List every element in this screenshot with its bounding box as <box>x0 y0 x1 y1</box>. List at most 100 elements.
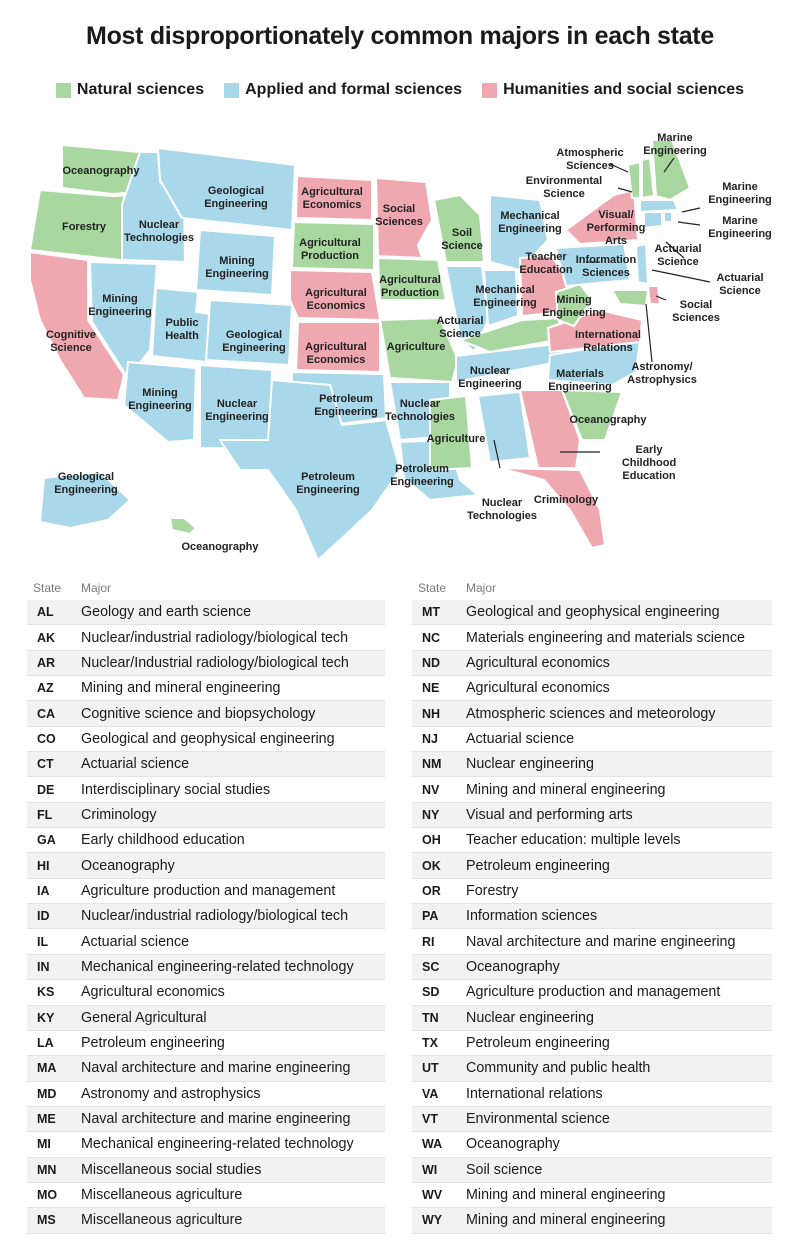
state-label-al: Nuclear Technologies <box>467 497 537 522</box>
state-code: NY <box>422 807 440 822</box>
state-shapes <box>28 139 692 562</box>
state-label-me: Marine Engineering <box>643 132 707 157</box>
state-code: UT <box>422 1061 439 1076</box>
table-row: MN Miscellaneous social studies <box>27 1157 385 1183</box>
state-header: State <box>33 581 62 595</box>
leader-line <box>655 295 667 301</box>
leader-line <box>609 163 629 173</box>
state-label-wv: Mining Engineering <box>542 294 606 319</box>
state-mt-shape <box>156 146 297 232</box>
state-code: DE <box>37 782 55 797</box>
major-name: Criminology <box>81 806 157 823</box>
table-row: OK Petroleum engineering <box>412 853 772 879</box>
state-label-sd: Agricultural Production <box>299 237 361 262</box>
state-in-shape <box>482 269 520 328</box>
major-name: Agriculture production and management <box>466 984 721 1001</box>
major-name: Oceanography <box>466 1136 560 1153</box>
table-row: PA Information sciences <box>412 904 772 930</box>
state-sc-shape <box>560 388 624 441</box>
state-me-shape <box>650 139 692 202</box>
major-name: Interdisciplinary social studies <box>81 781 271 798</box>
major-name: Petroleum engineering <box>466 857 610 874</box>
state-code: MS <box>37 1213 56 1228</box>
table-row: FL Criminology <box>27 802 385 829</box>
table-row: ND Agricultural economics <box>412 650 772 677</box>
table-row: LA Petroleum engineering <box>27 1031 385 1057</box>
state-code: KY <box>37 1010 55 1025</box>
state-label-wy: Mining Engineering <box>205 255 269 280</box>
state-label-ne: Agricultural Economics <box>305 287 367 312</box>
major-name: Atmospheric sciences and meteorology <box>466 705 716 722</box>
state-label-ia: Agricultural Production <box>379 274 441 299</box>
major-name: Mining and mineral engineering <box>81 680 281 697</box>
legend-swatch-humanities <box>482 82 498 98</box>
state-code: NH <box>422 706 441 721</box>
state-ne-shape <box>289 268 382 322</box>
state-code: MT <box>422 605 441 620</box>
state-code: WV <box>422 1188 443 1203</box>
state-label-fl: Criminology <box>534 494 599 506</box>
state-code: CO <box>37 731 56 746</box>
state-label-ga: Early Childhood Education <box>622 444 676 482</box>
state-code: OH <box>422 833 441 848</box>
table-left: State Major AL Geology and earth science A… <box>27 576 385 1234</box>
state-labels: Oceanography Forestry Nuclear Technologies G… <box>46 132 772 553</box>
major-name: Environmental science <box>466 1111 610 1128</box>
state-ca-shape <box>29 250 126 402</box>
leader-line <box>651 269 711 283</box>
major-name: Mining and mineral engineering <box>466 1212 666 1229</box>
major-name: Oceanography <box>81 857 175 874</box>
state-code: HI <box>37 858 50 873</box>
table-row: CT Actuarial science <box>27 752 385 778</box>
table-row: MO Miscellaneous agriculture <box>27 1183 385 1209</box>
major-name: Actuarial science <box>466 730 575 747</box>
table-row: NM Nuclear engineering <box>412 752 772 778</box>
table-row: IL Actuarial science <box>27 929 385 955</box>
state-code: CT <box>37 757 54 772</box>
major-name: Visual and performing arts <box>466 806 633 823</box>
state-label-ri: Marine Engineering <box>708 215 772 240</box>
state-label-mt: Geological Engineering <box>204 185 268 210</box>
state-code: FL <box>37 807 53 822</box>
major-name: General Agricultural <box>81 1009 207 1026</box>
table-row: IN Mechanical engineering-related technol… <box>27 954 385 981</box>
state-code: WI <box>422 1162 438 1177</box>
major-name: Geological and geophysical engineering <box>81 730 335 747</box>
state-label-ct: Actuarial Science <box>654 243 701 268</box>
state-label-ak: Geological Engineering <box>54 471 118 496</box>
major-name: Agricultural economics <box>466 654 610 671</box>
table-row: CO Geological and geophysical engineering <box>27 727 385 753</box>
state-ga-shape <box>518 389 582 469</box>
major-name: Cognitive science and biopsychology <box>81 705 316 722</box>
major-name: Nuclear engineering <box>466 756 594 773</box>
state-vt-shape <box>626 160 641 199</box>
state-code: NV <box>422 782 440 797</box>
state-code: OK <box>422 858 441 873</box>
state-label-tx: Petroleum Engineering <box>296 471 360 496</box>
table-row: WI Soil science <box>412 1157 772 1183</box>
legend-label-humanities: Humanities and social sciences <box>503 81 745 98</box>
major-name: Petroleum engineering <box>466 1035 610 1052</box>
state-label-pa: Information Sciences <box>576 254 637 279</box>
state-label-az: Mining Engineering <box>128 387 192 412</box>
table-left-header: State Major <box>27 576 385 600</box>
state-code: MA <box>37 1061 57 1076</box>
state-code: AZ <box>37 681 54 696</box>
state-code: CA <box>37 706 56 721</box>
table-row: KS Agricultural economics <box>27 980 385 1006</box>
state-code: MI <box>37 1137 51 1152</box>
state-label-wa: Oceanography <box>62 165 140 177</box>
major-name: Agricultural economics <box>466 680 610 697</box>
state-label-nj: Actuarial Science <box>716 272 763 297</box>
state-code: AK <box>37 630 56 645</box>
state-code: ID <box>37 909 50 924</box>
state-az-shape <box>122 360 198 444</box>
state-hi-shape <box>168 517 198 536</box>
state-al-shape <box>476 390 532 464</box>
table-row: AK Nuclear/industrial radiology/biologica… <box>27 625 385 651</box>
state-label-ks: Agricultural Economics <box>305 341 367 366</box>
legend-swatch-natural <box>55 82 71 98</box>
state-code: WA <box>422 1137 443 1152</box>
state-label-or: Forestry <box>62 221 107 233</box>
state-ia-shape <box>376 256 448 301</box>
